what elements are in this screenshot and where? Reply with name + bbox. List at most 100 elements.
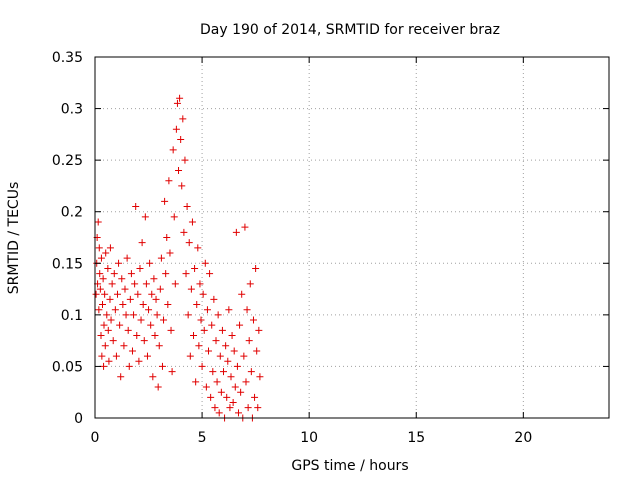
- data-point: [225, 306, 233, 314]
- data-point: [100, 362, 108, 370]
- data-point: [207, 393, 215, 401]
- data-point: [183, 203, 191, 211]
- data-point: [132, 203, 140, 211]
- data-point: [199, 290, 207, 298]
- data-point: [242, 378, 250, 386]
- data-point: [191, 264, 199, 272]
- data-point: [103, 311, 111, 319]
- data-point: [246, 280, 254, 288]
- data-point: [214, 311, 222, 319]
- data-point: [157, 254, 165, 262]
- data-point: [148, 290, 156, 298]
- data-point: [213, 378, 221, 386]
- data-point: [154, 383, 162, 391]
- data-point: [161, 197, 169, 205]
- data-point: [216, 352, 224, 360]
- data-point: [256, 373, 264, 381]
- data-point: [195, 342, 203, 350]
- data-point: [101, 290, 109, 298]
- data-point: [92, 290, 100, 298]
- y-tick-label: 0.35: [52, 50, 83, 66]
- data-point: [140, 337, 148, 345]
- data-point: [243, 306, 251, 314]
- data-point: [109, 337, 117, 345]
- data-point: [146, 259, 154, 267]
- data-point: [97, 331, 105, 339]
- data-point: [133, 331, 141, 339]
- data-point: [220, 368, 227, 376]
- data-point: [224, 357, 232, 365]
- data-point: [229, 399, 237, 407]
- data-point: [227, 373, 235, 381]
- data-point: [94, 218, 102, 226]
- data-point: [236, 321, 244, 329]
- data-point: [104, 326, 112, 334]
- data-point: [222, 342, 230, 350]
- data-point: [98, 352, 106, 360]
- data-point: [188, 218, 196, 226]
- y-tick-label: 0: [74, 411, 83, 427]
- data-point: [178, 182, 186, 190]
- data-point: [118, 275, 126, 283]
- data-points: [92, 94, 264, 422]
- data-point: [194, 244, 202, 252]
- data-point: [149, 373, 157, 381]
- data-point: [155, 342, 163, 350]
- data-point: [187, 285, 195, 293]
- data-point: [192, 378, 200, 386]
- chart-title: Day 190 of 2014, SRMTID for receiver bra…: [200, 22, 500, 38]
- data-point: [99, 275, 107, 283]
- data-point: [96, 285, 104, 293]
- data-point: [147, 321, 155, 329]
- data-point: [169, 146, 177, 154]
- data-point: [95, 306, 103, 314]
- data-point: [170, 213, 178, 221]
- data-point: [241, 223, 249, 231]
- data-point: [156, 285, 164, 293]
- data-point: [138, 239, 146, 247]
- data-point: [167, 326, 175, 334]
- data-point: [171, 280, 179, 288]
- data-point: [180, 228, 188, 236]
- data-point: [206, 270, 214, 278]
- grid: [95, 57, 609, 418]
- data-point: [244, 404, 252, 412]
- data-point: [166, 249, 174, 257]
- data-point: [130, 311, 138, 319]
- data-point: [117, 373, 125, 381]
- data-point: [223, 393, 231, 401]
- data-point: [247, 368, 255, 376]
- x-tick-label: 10: [300, 430, 318, 446]
- data-point: [162, 270, 170, 278]
- data-point: [106, 295, 114, 303]
- data-point: [158, 362, 166, 370]
- data-point: [153, 311, 161, 319]
- data-point: [124, 326, 132, 334]
- data-point: [115, 259, 123, 267]
- data-point: [106, 244, 114, 252]
- data-point: [240, 352, 248, 360]
- data-point: [101, 342, 109, 350]
- data-point: [152, 295, 160, 303]
- data-point: [139, 301, 147, 309]
- data-point: [253, 347, 261, 355]
- data-point: [200, 326, 208, 334]
- plot-frame: [94, 56, 610, 419]
- data-point: [123, 254, 131, 262]
- data-point: [122, 311, 130, 319]
- data-point: [173, 99, 181, 107]
- data-point: [209, 368, 217, 376]
- data-point: [95, 244, 103, 252]
- data-point: [212, 337, 220, 345]
- data-point: [113, 290, 121, 298]
- data-point: [136, 264, 144, 272]
- data-point: [100, 321, 108, 329]
- data-point: [160, 316, 168, 324]
- data-point: [228, 331, 236, 339]
- data-point: [142, 280, 150, 288]
- data-point: [182, 270, 190, 278]
- data-point: [208, 321, 216, 329]
- data-point: [231, 383, 239, 391]
- data-point: [234, 409, 242, 417]
- data-point: [105, 357, 113, 365]
